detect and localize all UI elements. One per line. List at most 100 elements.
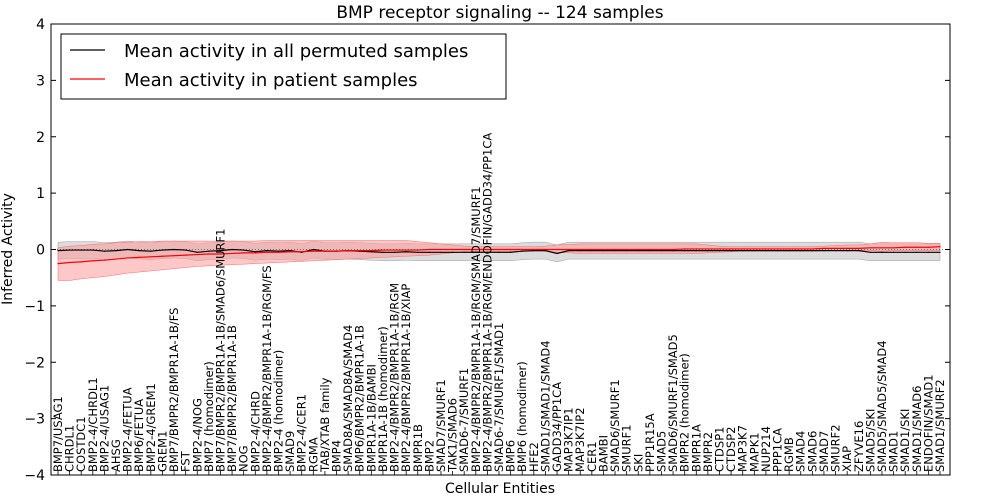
permuted-point bbox=[92, 249, 94, 251]
patient-point bbox=[939, 246, 941, 248]
legend-box bbox=[60, 33, 507, 100]
x-tick-label: BMP2-4/BMPR2/BMPR1A-1B/XIAP bbox=[399, 284, 413, 472]
x-tick-label: BMP2-4 (homodimer) bbox=[272, 350, 286, 472]
permuted-point bbox=[382, 251, 384, 253]
permuted-point bbox=[626, 250, 628, 252]
patient-point bbox=[393, 249, 396, 251]
patient-point bbox=[568, 248, 570, 251]
x-tick-label: BMP2-4/FETUA bbox=[121, 387, 135, 472]
permuted-point bbox=[161, 249, 164, 251]
permuted-point bbox=[834, 250, 837, 252]
permuted-point bbox=[266, 250, 268, 252]
patient-point bbox=[544, 248, 547, 251]
x-tick-label: SMAD4 bbox=[794, 431, 808, 472]
x-tick-label: SMAD9 bbox=[283, 431, 297, 472]
permuted-point bbox=[57, 250, 59, 252]
patient-point bbox=[417, 249, 419, 251]
x-tick-label: BMPR1A-1B/BAMBI bbox=[364, 364, 378, 472]
permuted-point bbox=[637, 250, 639, 252]
patient-point bbox=[80, 261, 82, 263]
patient-point bbox=[904, 246, 906, 248]
x-tick-label: RGMA bbox=[306, 437, 320, 472]
x-tick-label: SMAD1/SMURF2 bbox=[933, 379, 947, 472]
x-tick-label: CTDSP2 bbox=[724, 427, 738, 472]
patient-point bbox=[150, 256, 152, 258]
permuted-point bbox=[753, 250, 755, 252]
patient-point bbox=[800, 248, 802, 250]
patient-point bbox=[521, 248, 523, 251]
patient-point bbox=[776, 248, 779, 250]
x-tick-label: CER1 bbox=[585, 441, 599, 472]
permuted-point bbox=[243, 249, 245, 251]
patient-point bbox=[718, 248, 721, 250]
x-tick-label: MAPK1 bbox=[747, 432, 761, 472]
permuted-point bbox=[869, 251, 871, 253]
x-tick-label: SMURF2 bbox=[829, 424, 843, 472]
patient-point bbox=[138, 256, 140, 258]
patient-point bbox=[347, 250, 349, 252]
x-tick-label: SMAD7/SMURF1 bbox=[434, 379, 448, 472]
permuted-point bbox=[718, 250, 721, 252]
patient-point bbox=[614, 248, 616, 251]
x-tick-label: BMPR1A-1B (homodimer) bbox=[376, 326, 390, 472]
patient-point bbox=[277, 251, 280, 253]
x-tick-label: RGMB bbox=[782, 437, 796, 472]
patient-point bbox=[881, 247, 883, 249]
x-tick-label: BMP6 (homodimer) bbox=[515, 361, 529, 472]
permuted-point bbox=[811, 250, 813, 252]
permuted-point bbox=[428, 251, 430, 253]
permuted-point bbox=[312, 248, 314, 251]
x-tick-label: MAP3K7IP1 bbox=[562, 407, 576, 472]
permuted-point bbox=[219, 250, 222, 252]
permuted-point bbox=[417, 251, 419, 253]
x-tick-label: SMAD1/SKI bbox=[898, 409, 912, 472]
patient-point bbox=[254, 252, 256, 254]
permuted-point bbox=[208, 250, 210, 252]
patient-point bbox=[243, 252, 245, 254]
patient-point bbox=[684, 248, 686, 250]
patient-point bbox=[811, 248, 813, 250]
patient-point bbox=[289, 251, 291, 253]
legend-label-permuted: Mean activity in all permuted samples bbox=[124, 41, 468, 62]
patient-point bbox=[370, 250, 372, 252]
permuted-point bbox=[846, 250, 848, 252]
patient-point bbox=[637, 248, 639, 251]
x-tick-label: SMAD1/SMAD6 bbox=[910, 386, 924, 472]
patient-point bbox=[927, 246, 929, 248]
x-tick-label: BMP7/USAG1 bbox=[51, 396, 65, 472]
patient-point bbox=[463, 248, 465, 251]
x-tick-label: NUP214 bbox=[759, 426, 773, 472]
x-tick-label: ZFYVE16 bbox=[852, 421, 866, 472]
permuted-point bbox=[254, 251, 256, 253]
patient-point bbox=[440, 248, 442, 251]
x-tick-label: COSTDC1 bbox=[74, 416, 88, 472]
x-tick-label: SMAD7 bbox=[817, 431, 831, 472]
x-tick-label: PPP1CA bbox=[771, 428, 785, 472]
x-tick-label: BMP4 bbox=[330, 440, 344, 472]
permuted-point bbox=[69, 249, 71, 251]
x-tick-label: BMP6/BMPR2/BMPR1A-1B bbox=[353, 325, 367, 472]
patient-point bbox=[312, 250, 314, 252]
x-tick-label: BMP7/BMPR2/BMPR1A-1B/FS bbox=[167, 308, 181, 472]
patient-point bbox=[196, 253, 198, 256]
permuted-point bbox=[742, 250, 744, 252]
permuted-point bbox=[788, 250, 790, 252]
patient-point bbox=[730, 248, 732, 250]
patient-point bbox=[335, 250, 338, 252]
patient-point bbox=[626, 248, 628, 251]
x-tick-label: HFE2 bbox=[527, 442, 541, 472]
y-tick-label: −2 bbox=[24, 355, 45, 371]
permuted-point bbox=[115, 250, 117, 252]
x-tick-label: SMURF1 bbox=[620, 424, 634, 472]
patient-point bbox=[382, 249, 384, 251]
patient-point bbox=[660, 248, 663, 251]
x-tick-label: BMP2-4/NOG bbox=[190, 398, 204, 472]
permuted-point bbox=[196, 251, 198, 253]
x-tick-label: BMPR2 bbox=[701, 432, 715, 472]
patient-point bbox=[707, 248, 709, 250]
permuted-point bbox=[80, 249, 82, 251]
permuted-point bbox=[277, 250, 280, 252]
patient-point bbox=[858, 247, 860, 249]
patient-point bbox=[301, 251, 303, 253]
